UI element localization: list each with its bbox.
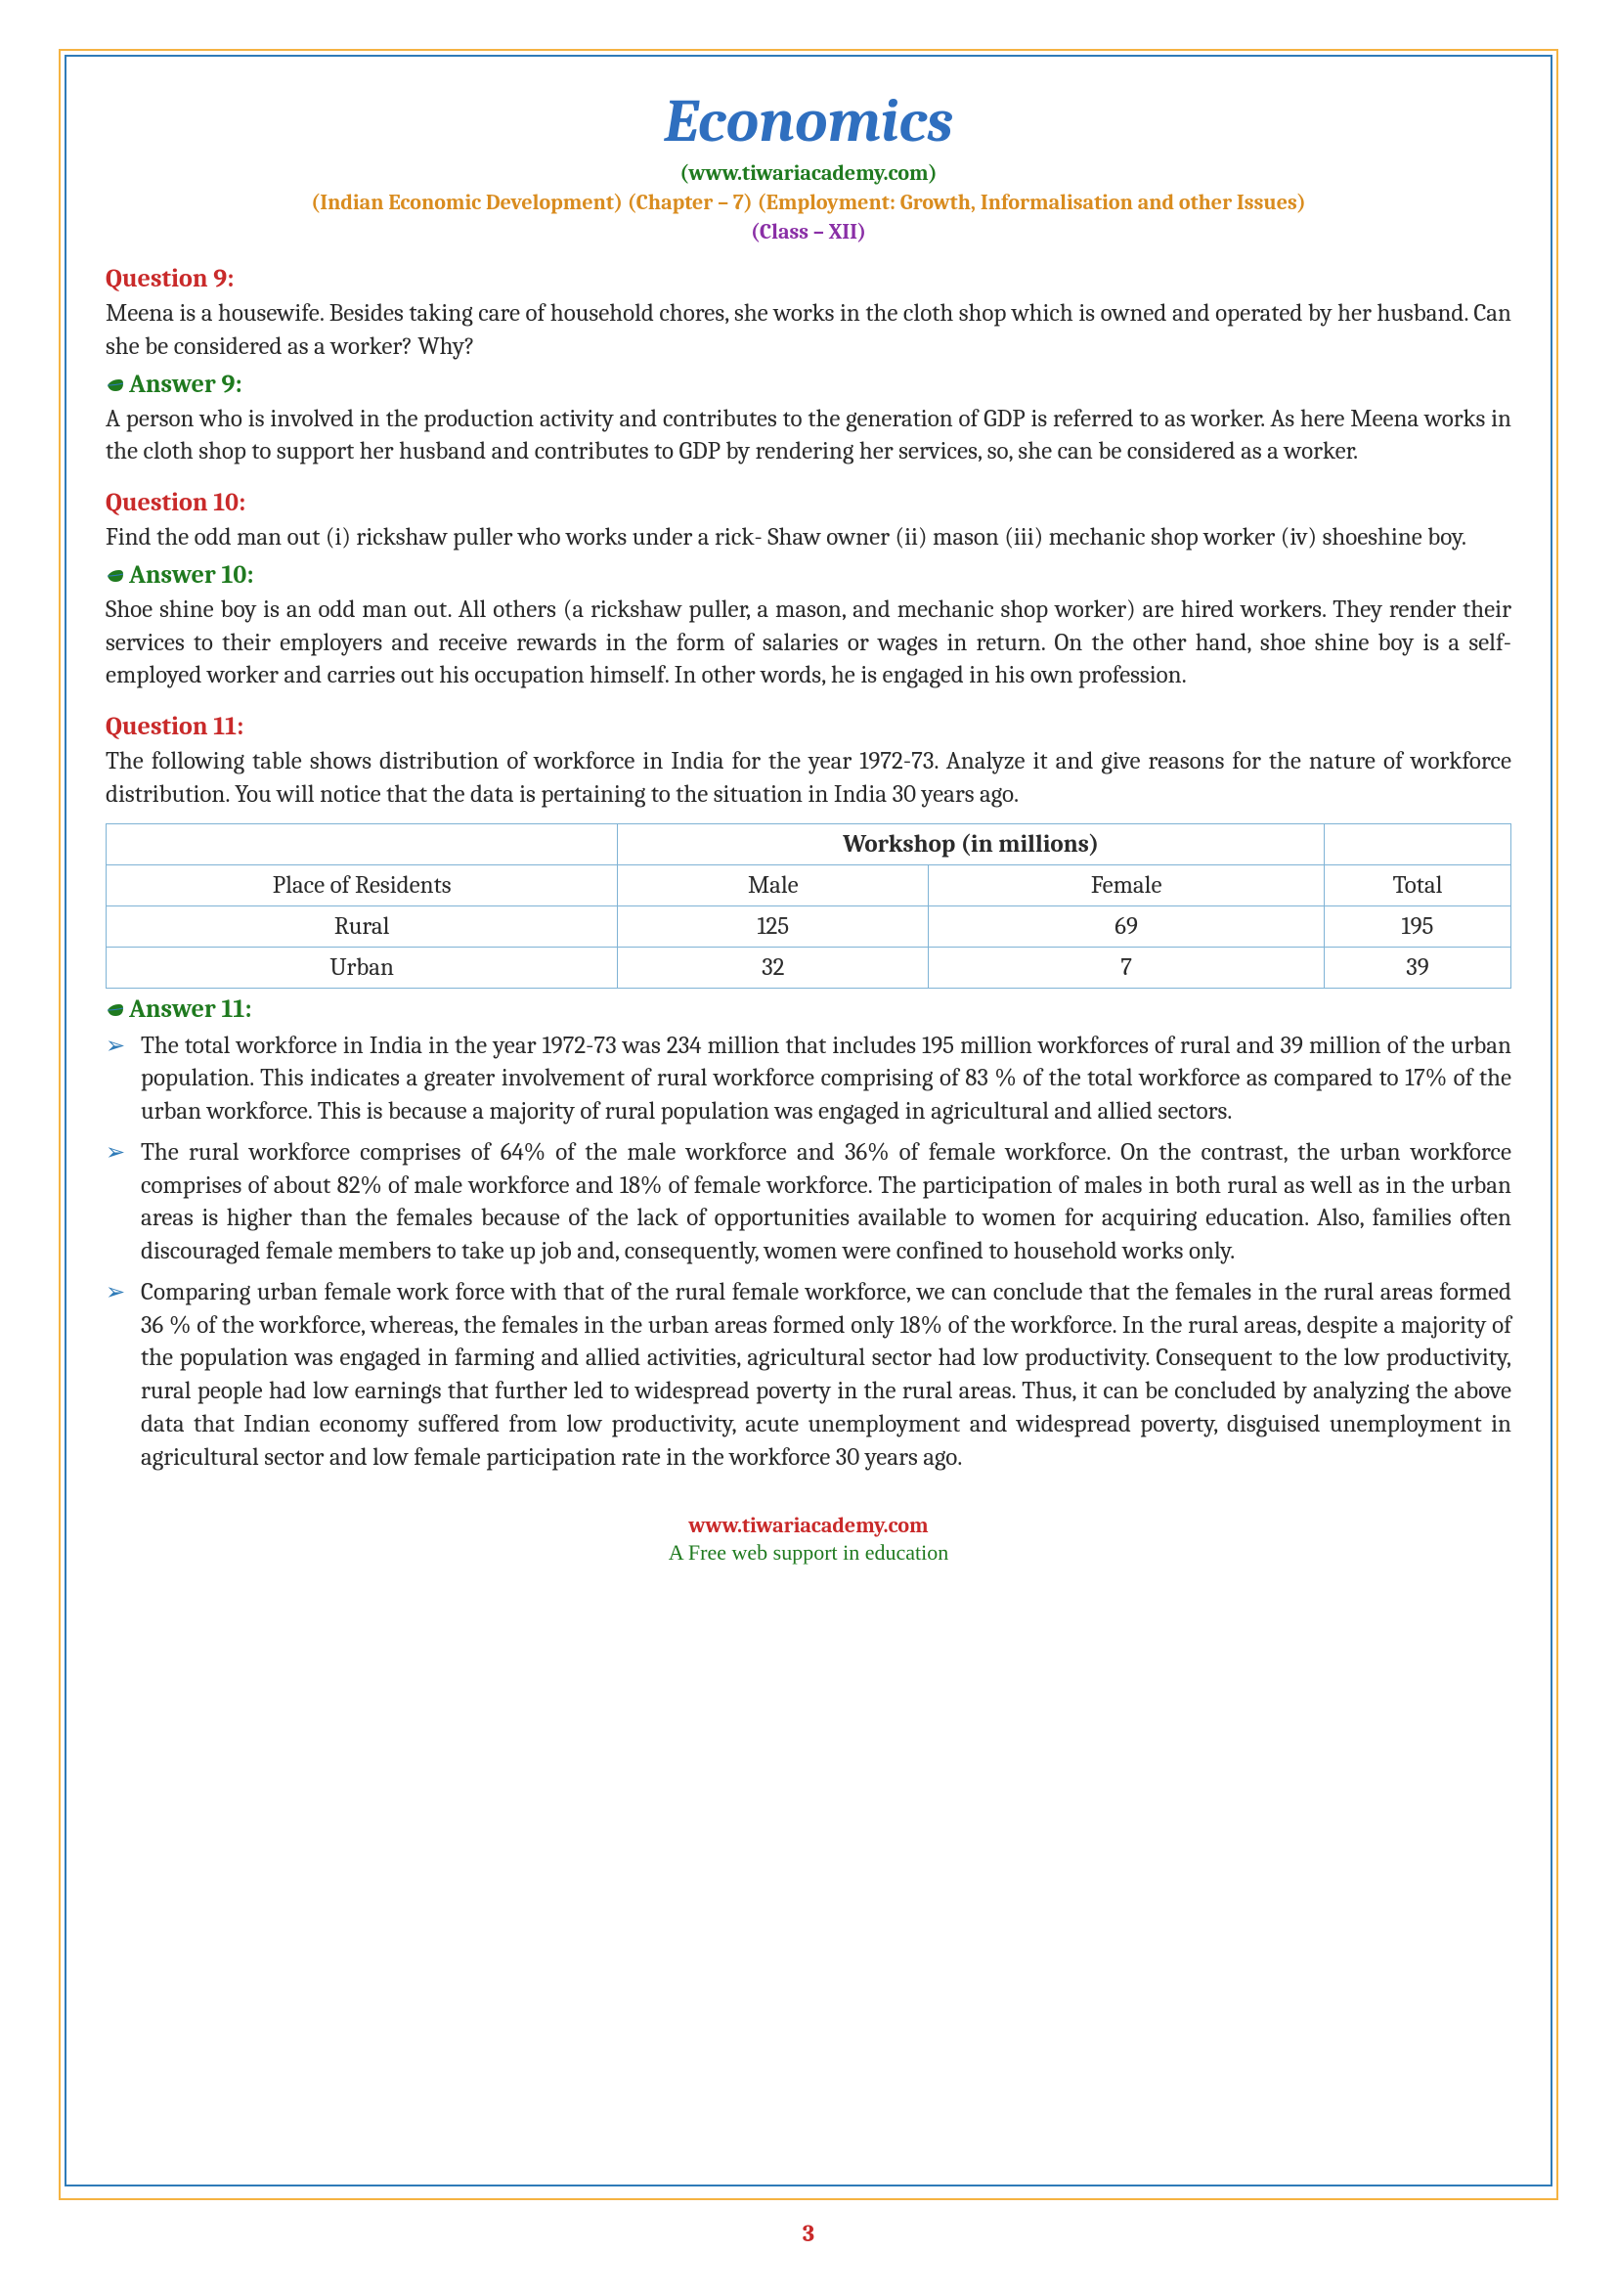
answer-9-text: A person who is involved in the producti…	[106, 403, 1511, 469]
list-item: The rural workforce comprises of 64% of …	[106, 1136, 1511, 1268]
answer-10-text: Shoe shine boy is an odd man out. All ot…	[106, 594, 1511, 692]
table-col-2: Female	[929, 864, 1325, 905]
footer-tagline: A Free web support in education	[106, 1540, 1511, 1566]
table-cell: 7	[929, 947, 1325, 988]
question-11-text: The following table shows distribution o…	[106, 745, 1511, 812]
leaf-icon	[106, 377, 125, 393]
outer-border: Economics (www.tiwariacademy.com) (India…	[59, 49, 1558, 2200]
inner-border: Economics (www.tiwariacademy.com) (India…	[65, 55, 1552, 2186]
answer-10-label: Answer 10:	[106, 560, 1511, 590]
table-merged-header: Workshop (in millions)	[618, 823, 1325, 864]
page-number: 3	[59, 2220, 1558, 2247]
question-9-label: Question 9:	[106, 264, 1511, 293]
chapter-line: (Indian Economic Development) (Chapter –…	[106, 190, 1511, 215]
table-columns-row: Place of Residents Male Female Total	[107, 864, 1511, 905]
table-cell: 195	[1324, 905, 1510, 947]
footer-link: www.tiwariacademy.com	[106, 1513, 1511, 1538]
table-header-row: Workshop (in millions)	[107, 823, 1511, 864]
table-cell: 32	[618, 947, 929, 988]
table-col-0: Place of Residents	[107, 864, 618, 905]
answer-9-label-text: Answer 9:	[129, 370, 242, 399]
answer-10-label-text: Answer 10:	[129, 560, 254, 590]
table-col-1: Male	[618, 864, 929, 905]
question-11-label: Question 11:	[106, 712, 1511, 741]
table-cell: 69	[929, 905, 1325, 947]
answer-11-label-text: Answer 11:	[129, 994, 252, 1024]
table-cell: 125	[618, 905, 929, 947]
question-9-text: Meena is a housewife. Besides taking car…	[106, 297, 1511, 364]
list-item: Comparing urban female work force with t…	[106, 1276, 1511, 1475]
question-10-label: Question 10:	[106, 488, 1511, 517]
question-10-text: Find the odd man out (i) rickshaw puller…	[106, 521, 1511, 554]
table-cell-empty	[1324, 823, 1510, 864]
page-title: Economics	[106, 86, 1511, 156]
list-item: The total workforce in India in the year…	[106, 1030, 1511, 1128]
answer-9-label: Answer 9:	[106, 370, 1511, 399]
table-row: Urban 32 7 39	[107, 947, 1511, 988]
answer-11-bullets: The total workforce in India in the year…	[106, 1030, 1511, 1475]
leaf-icon	[106, 568, 125, 584]
table-row: Rural 125 69 195	[107, 905, 1511, 947]
table-cell-empty	[107, 823, 618, 864]
site-link: (www.tiwariacademy.com)	[106, 160, 1511, 186]
answer-11-label: Answer 11:	[106, 994, 1511, 1024]
table-cell: Rural	[107, 905, 618, 947]
class-line: (Class – XII)	[106, 219, 1511, 244]
workforce-table: Workshop (in millions) Place of Resident…	[106, 823, 1511, 989]
footer: www.tiwariacademy.com A Free web support…	[106, 1513, 1511, 1566]
table-cell: Urban	[107, 947, 618, 988]
leaf-icon	[106, 1002, 125, 1018]
table-col-3: Total	[1324, 864, 1510, 905]
table-cell: 39	[1324, 947, 1510, 988]
page: Economics (www.tiwariacademy.com) (India…	[0, 0, 1617, 2296]
